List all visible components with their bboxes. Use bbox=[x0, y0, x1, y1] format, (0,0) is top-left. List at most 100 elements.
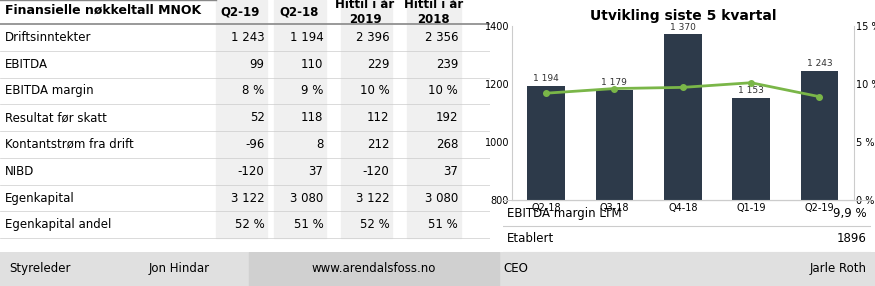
FancyBboxPatch shape bbox=[275, 158, 326, 185]
Text: 1 243: 1 243 bbox=[231, 31, 264, 44]
Text: 1 194: 1 194 bbox=[290, 31, 324, 44]
Bar bbox=[596, 90, 633, 286]
Text: Q2-18: Q2-18 bbox=[279, 5, 318, 19]
FancyBboxPatch shape bbox=[407, 131, 460, 158]
Bar bbox=[528, 86, 565, 286]
Text: Driftsinntekter: Driftsinntekter bbox=[5, 31, 91, 44]
Text: Kontantstrøm fra drift: Kontantstrøm fra drift bbox=[5, 138, 134, 151]
FancyBboxPatch shape bbox=[407, 211, 460, 238]
FancyBboxPatch shape bbox=[407, 24, 460, 51]
FancyBboxPatch shape bbox=[407, 185, 460, 211]
Text: 1 243: 1 243 bbox=[807, 59, 832, 68]
Text: 192: 192 bbox=[436, 111, 458, 124]
FancyBboxPatch shape bbox=[275, 24, 326, 51]
Text: EBITDA margin LTM: EBITDA margin LTM bbox=[507, 206, 621, 220]
Text: 37: 37 bbox=[444, 165, 458, 178]
Text: 51 %: 51 % bbox=[429, 219, 458, 231]
FancyBboxPatch shape bbox=[275, 185, 326, 211]
Text: 1 194: 1 194 bbox=[533, 74, 559, 83]
FancyBboxPatch shape bbox=[215, 185, 267, 211]
Text: 212: 212 bbox=[367, 138, 389, 151]
FancyBboxPatch shape bbox=[275, 104, 326, 131]
Text: Hittil i år
2018: Hittil i år 2018 bbox=[404, 0, 463, 26]
Text: 3 080: 3 080 bbox=[425, 192, 458, 204]
Text: 118: 118 bbox=[301, 111, 324, 124]
FancyBboxPatch shape bbox=[407, 78, 460, 104]
FancyBboxPatch shape bbox=[499, 252, 875, 286]
Text: www.arendalsfoss.no: www.arendalsfoss.no bbox=[312, 262, 437, 275]
FancyBboxPatch shape bbox=[275, 51, 326, 78]
FancyBboxPatch shape bbox=[340, 158, 392, 185]
Text: CEO: CEO bbox=[503, 262, 528, 275]
Text: 99: 99 bbox=[249, 58, 264, 71]
Text: 10 %: 10 % bbox=[429, 84, 458, 98]
Text: 2 356: 2 356 bbox=[424, 31, 458, 44]
Text: NIBD: NIBD bbox=[5, 165, 34, 178]
FancyBboxPatch shape bbox=[215, 104, 267, 131]
FancyBboxPatch shape bbox=[215, 0, 267, 24]
Text: EBITDA: EBITDA bbox=[5, 58, 48, 71]
Text: 8: 8 bbox=[316, 138, 324, 151]
FancyBboxPatch shape bbox=[340, 131, 392, 158]
Text: 1896: 1896 bbox=[837, 232, 867, 245]
FancyBboxPatch shape bbox=[215, 51, 267, 78]
FancyBboxPatch shape bbox=[215, 78, 267, 104]
Text: Egenkapital: Egenkapital bbox=[5, 192, 74, 204]
Bar bbox=[664, 34, 702, 286]
Text: 8 %: 8 % bbox=[242, 84, 264, 98]
FancyBboxPatch shape bbox=[340, 51, 392, 78]
Text: 110: 110 bbox=[301, 58, 324, 71]
Text: 3 080: 3 080 bbox=[290, 192, 324, 204]
FancyBboxPatch shape bbox=[340, 78, 392, 104]
FancyBboxPatch shape bbox=[407, 51, 460, 78]
Bar bbox=[801, 72, 838, 286]
Text: -120: -120 bbox=[363, 165, 389, 178]
Legend: Driftsinntekter, EBITDA margin: Driftsinntekter, EBITDA margin bbox=[584, 251, 781, 269]
Text: 112: 112 bbox=[367, 111, 389, 124]
Text: 268: 268 bbox=[436, 138, 458, 151]
Text: 3 122: 3 122 bbox=[231, 192, 264, 204]
FancyBboxPatch shape bbox=[340, 0, 392, 24]
Text: 10 %: 10 % bbox=[360, 84, 389, 98]
Text: 239: 239 bbox=[436, 58, 458, 71]
FancyBboxPatch shape bbox=[275, 0, 326, 24]
Text: Styreleder: Styreleder bbox=[9, 262, 70, 275]
Text: Jon Hindar: Jon Hindar bbox=[149, 262, 210, 275]
Text: EBITDA margin: EBITDA margin bbox=[5, 84, 94, 98]
FancyBboxPatch shape bbox=[275, 211, 326, 238]
Text: 229: 229 bbox=[367, 58, 389, 71]
Text: 37: 37 bbox=[309, 165, 324, 178]
FancyBboxPatch shape bbox=[407, 158, 460, 185]
FancyBboxPatch shape bbox=[407, 104, 460, 131]
Text: 52: 52 bbox=[249, 111, 264, 124]
Text: 52 %: 52 % bbox=[234, 219, 264, 231]
FancyBboxPatch shape bbox=[340, 185, 392, 211]
FancyBboxPatch shape bbox=[340, 104, 392, 131]
Text: 9 %: 9 % bbox=[301, 84, 324, 98]
Text: Resultat før skatt: Resultat før skatt bbox=[5, 111, 107, 124]
FancyBboxPatch shape bbox=[275, 78, 326, 104]
Text: 1 153: 1 153 bbox=[738, 86, 764, 95]
FancyBboxPatch shape bbox=[215, 131, 267, 158]
Text: 1 179: 1 179 bbox=[601, 78, 627, 87]
Text: 52 %: 52 % bbox=[360, 219, 389, 231]
Text: Egenkapital andel: Egenkapital andel bbox=[5, 219, 111, 231]
Text: Finansielle nøkkeltall MNOK: Finansielle nøkkeltall MNOK bbox=[5, 4, 201, 17]
Text: Etablert: Etablert bbox=[507, 232, 554, 245]
FancyBboxPatch shape bbox=[215, 158, 267, 185]
Text: 3 122: 3 122 bbox=[356, 192, 389, 204]
Text: Q2-19: Q2-19 bbox=[220, 5, 260, 19]
Text: Hittil i år
2019: Hittil i år 2019 bbox=[335, 0, 395, 26]
FancyBboxPatch shape bbox=[215, 211, 267, 238]
FancyBboxPatch shape bbox=[215, 24, 267, 51]
FancyBboxPatch shape bbox=[0, 252, 249, 286]
FancyBboxPatch shape bbox=[340, 211, 392, 238]
Text: -120: -120 bbox=[238, 165, 264, 178]
FancyBboxPatch shape bbox=[249, 252, 499, 286]
Text: -96: -96 bbox=[245, 138, 264, 151]
FancyBboxPatch shape bbox=[275, 131, 326, 158]
FancyBboxPatch shape bbox=[407, 0, 460, 24]
FancyBboxPatch shape bbox=[340, 24, 392, 51]
Bar bbox=[732, 98, 770, 286]
Text: 51 %: 51 % bbox=[294, 219, 324, 231]
